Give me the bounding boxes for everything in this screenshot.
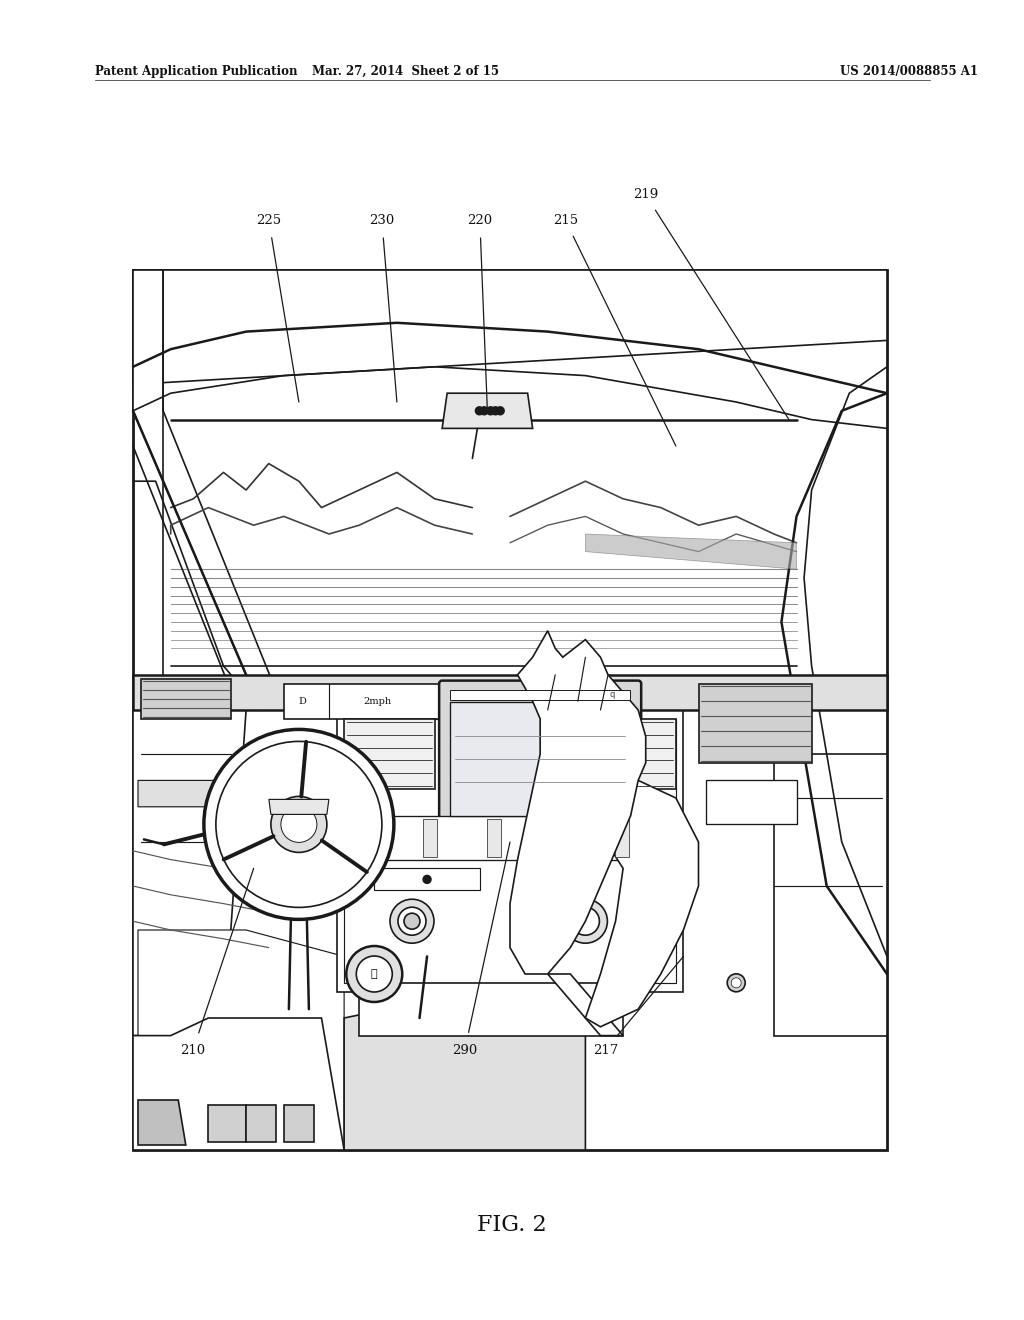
Text: 290: 290 bbox=[453, 1044, 477, 1056]
Circle shape bbox=[497, 407, 504, 414]
Polygon shape bbox=[706, 780, 797, 825]
Polygon shape bbox=[548, 974, 623, 1036]
FancyBboxPatch shape bbox=[487, 818, 501, 857]
Polygon shape bbox=[133, 710, 246, 1036]
Polygon shape bbox=[344, 974, 586, 1150]
Circle shape bbox=[356, 956, 392, 993]
Circle shape bbox=[563, 899, 607, 944]
Polygon shape bbox=[570, 780, 698, 1027]
Text: 🔑: 🔑 bbox=[371, 969, 378, 979]
Polygon shape bbox=[284, 684, 487, 719]
Circle shape bbox=[398, 907, 426, 935]
Text: 219: 219 bbox=[633, 189, 658, 202]
Circle shape bbox=[271, 796, 327, 853]
Polygon shape bbox=[138, 780, 223, 807]
Text: US 2014/0088855 A1: US 2014/0088855 A1 bbox=[840, 65, 978, 78]
Polygon shape bbox=[269, 800, 329, 814]
Text: FIG. 2: FIG. 2 bbox=[477, 1214, 547, 1236]
Polygon shape bbox=[586, 535, 797, 569]
FancyBboxPatch shape bbox=[551, 818, 565, 857]
Polygon shape bbox=[209, 1105, 246, 1142]
Polygon shape bbox=[284, 1105, 314, 1142]
Text: 225: 225 bbox=[256, 214, 282, 227]
Circle shape bbox=[571, 907, 599, 935]
FancyBboxPatch shape bbox=[614, 818, 629, 857]
FancyBboxPatch shape bbox=[451, 702, 630, 816]
Circle shape bbox=[486, 407, 495, 414]
Polygon shape bbox=[359, 983, 623, 1036]
FancyBboxPatch shape bbox=[344, 719, 434, 789]
Text: D: D bbox=[299, 697, 306, 706]
Polygon shape bbox=[586, 719, 676, 789]
Polygon shape bbox=[133, 1018, 344, 1150]
FancyBboxPatch shape bbox=[451, 689, 630, 700]
Text: Patent Application Publication: Patent Application Publication bbox=[95, 65, 298, 78]
Circle shape bbox=[390, 899, 434, 944]
Polygon shape bbox=[774, 754, 887, 1036]
Polygon shape bbox=[138, 931, 344, 1144]
Polygon shape bbox=[138, 1100, 185, 1144]
Text: 217: 217 bbox=[593, 1044, 618, 1056]
Text: 220: 220 bbox=[467, 214, 493, 227]
Text: q: q bbox=[609, 690, 614, 700]
Circle shape bbox=[480, 407, 488, 414]
FancyBboxPatch shape bbox=[439, 681, 641, 828]
Polygon shape bbox=[359, 816, 631, 859]
Polygon shape bbox=[140, 680, 231, 719]
Circle shape bbox=[731, 978, 741, 987]
Circle shape bbox=[404, 913, 420, 929]
Circle shape bbox=[727, 974, 745, 991]
Circle shape bbox=[204, 730, 394, 920]
FancyBboxPatch shape bbox=[423, 818, 437, 857]
Circle shape bbox=[346, 946, 402, 1002]
Circle shape bbox=[475, 407, 483, 414]
Circle shape bbox=[281, 807, 316, 842]
Polygon shape bbox=[442, 393, 532, 429]
Text: Mar. 27, 2014  Sheet 2 of 15: Mar. 27, 2014 Sheet 2 of 15 bbox=[311, 65, 499, 78]
Polygon shape bbox=[337, 710, 683, 991]
Text: 210: 210 bbox=[180, 1044, 206, 1056]
Polygon shape bbox=[698, 684, 812, 763]
Polygon shape bbox=[133, 271, 887, 1150]
Text: 2mph: 2mph bbox=[364, 697, 392, 706]
FancyBboxPatch shape bbox=[359, 818, 373, 857]
Circle shape bbox=[216, 742, 382, 907]
Circle shape bbox=[423, 875, 431, 883]
Polygon shape bbox=[133, 675, 887, 710]
Polygon shape bbox=[344, 719, 676, 983]
Polygon shape bbox=[133, 271, 284, 710]
Polygon shape bbox=[246, 1105, 276, 1142]
Text: 215: 215 bbox=[553, 214, 578, 227]
Circle shape bbox=[492, 407, 500, 414]
Polygon shape bbox=[375, 869, 480, 891]
Polygon shape bbox=[133, 271, 887, 384]
Text: 230: 230 bbox=[370, 214, 394, 227]
Polygon shape bbox=[510, 631, 646, 974]
